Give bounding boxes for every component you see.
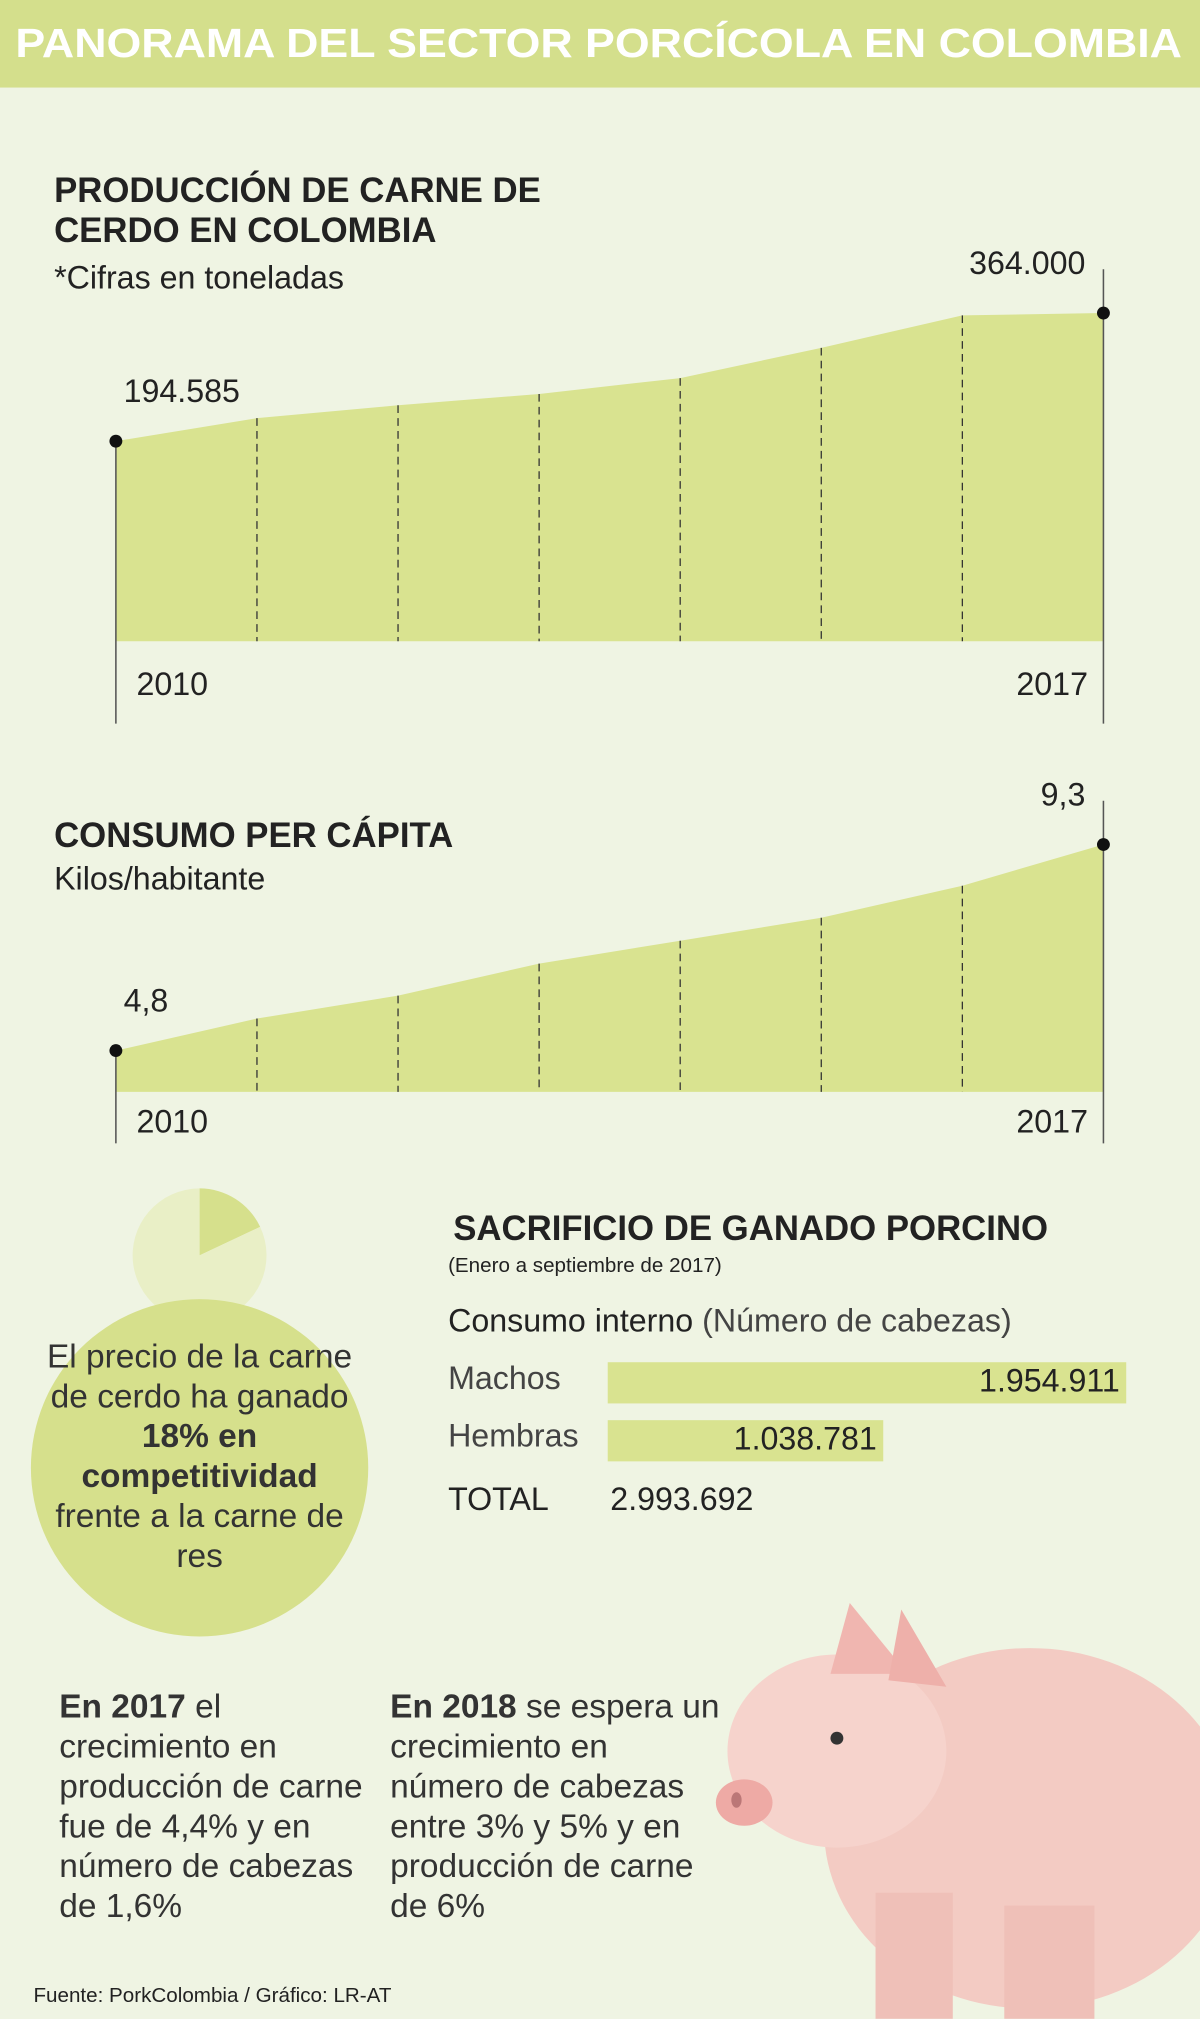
category-label: Hembras (448, 1418, 579, 1454)
text: el crecimiento en producción de carne fu… (59, 1686, 363, 1925)
header-band (0, 0, 1200, 88)
source: Fuente: PorkColombia / Gráfico: LR-AT (33, 1985, 392, 2008)
value-label: 1.038.781 (734, 1420, 877, 1456)
text: se espera un crecimiento en número de ca… (390, 1686, 720, 1925)
value-label: 9,3 (1041, 776, 1086, 812)
end-dot (109, 1044, 123, 1058)
end-dot (1096, 838, 1110, 851)
bold-text: 18% en competitividad (81, 1416, 318, 1495)
value-label: 1.954.911 (979, 1362, 1120, 1398)
page-title: PANORAMA DEL SECTOR PORCÍCOLA EN COLOMBI… (15, 20, 1182, 66)
area (115, 313, 1104, 642)
chart-subtitle: Kilos/habitante (54, 861, 266, 898)
value-label: 4,8 (124, 982, 169, 1018)
text: frente a la carne de res (55, 1496, 344, 1575)
chart-subtitle: (Enero a septiembre de 2017) (448, 1255, 722, 1278)
table-heading: Consumo interno (Número de cabezas) (448, 1303, 1012, 1340)
note: En 2017 el crecimiento en producción de … (59, 1687, 374, 1926)
value-label: 364.000 (969, 245, 1085, 281)
text: El precio de la carne de cerdo ha ganado (46, 1336, 353, 1416)
area (115, 844, 1104, 1092)
chart-title: SACRIFICIO DE GANADO PORCINO (453, 1209, 1049, 1248)
x-tick-label: 2017 (1016, 1104, 1088, 1140)
bubble-text: El precio de la carne de cerdo ha ganado… (45, 1336, 354, 1575)
chart-subtitle: *Cifras en toneladas (54, 260, 344, 297)
total-label: TOTAL (448, 1481, 549, 1517)
heading-note: (Número de cabezas) (702, 1303, 1012, 1340)
pie-slice (132, 1188, 267, 1323)
end-dot (109, 434, 123, 448)
heading: Consumo interno (448, 1303, 694, 1340)
note: En 2018 se espera un crecimiento en núme… (390, 1687, 725, 1926)
bar (607, 1362, 1127, 1404)
bold-text: En 2017 (59, 1686, 186, 1726)
x-tick-label: 2017 (1016, 666, 1088, 702)
chart-title: PRODUCCIÓN DE CARNE DE CERDO EN COLOMBIA (54, 171, 541, 250)
end-dot (1096, 306, 1110, 320)
value-label: 194.585 (124, 373, 240, 409)
x-tick-label: 2010 (136, 1104, 208, 1140)
pie-slice (199, 1188, 261, 1256)
bubble (30, 1299, 369, 1637)
chart-title: CONSUMO PER CÁPITA (54, 816, 454, 855)
bold-text: En 2018 (390, 1686, 517, 1726)
bar (607, 1420, 884, 1462)
pig-illustration (715, 1602, 1200, 2019)
category-label: Machos (448, 1360, 561, 1396)
total-value: 2.993.692 (610, 1481, 753, 1517)
x-tick-label: 2010 (136, 666, 208, 702)
